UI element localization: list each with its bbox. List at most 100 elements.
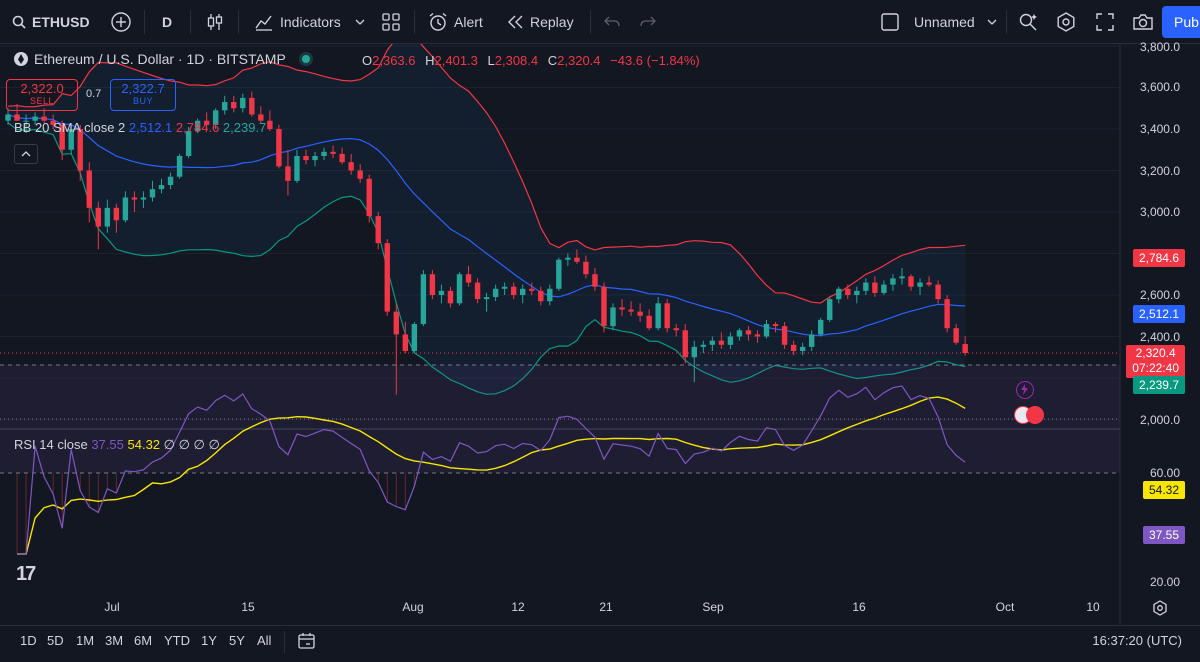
magic-search-icon <box>1019 13 1037 31</box>
publish-button[interactable]: Pub <box>1162 6 1200 38</box>
chart-canvas[interactable] <box>0 44 1200 625</box>
utc-clock[interactable]: 16:37:20 (UTC) <box>1092 633 1182 648</box>
candle-body <box>149 189 156 198</box>
range-1d[interactable]: 1D <box>20 633 37 648</box>
bb-lower-price-tag: 2,239.7 <box>1132 376 1185 394</box>
sell-button[interactable]: 2,322.0 SELL <box>6 79 78 111</box>
bottom-toolbar <box>0 625 1200 662</box>
time-tick: 16 <box>852 600 866 614</box>
economic-event-icon[interactable] <box>1026 406 1044 424</box>
chevron-up-icon <box>21 151 31 157</box>
symbol-search[interactable]: ETHUSD <box>12 0 90 44</box>
candle-body <box>176 155 183 177</box>
bb-upper-line <box>7 44 966 304</box>
replay-button[interactable]: Replay <box>506 0 574 44</box>
undo-button[interactable] <box>604 0 620 44</box>
quick-search-button[interactable] <box>1018 0 1038 44</box>
range-5y[interactable]: 5Y <box>229 633 245 648</box>
chart-type-button[interactable] <box>206 0 224 44</box>
rsi-value-tag: 37.55 <box>1142 526 1185 544</box>
candle-body <box>628 309 634 312</box>
range-1y[interactable]: 1Y <box>201 633 217 648</box>
candle-body <box>447 290 454 304</box>
bb-basis-price-tag: 2,512.1 <box>1132 305 1185 323</box>
templates-button[interactable] <box>382 0 400 44</box>
rsi-value: 37.55 <box>91 437 124 452</box>
candle-body <box>619 307 625 310</box>
last-price-tag: 2,320.4 07:22:40 <box>1126 345 1185 378</box>
divider <box>190 10 191 34</box>
candle-body <box>465 274 472 283</box>
candle-body <box>781 326 788 345</box>
spread-value: 0.7 <box>86 88 102 100</box>
candle-body <box>258 114 264 121</box>
rsi-oversold-fill <box>16 473 415 554</box>
layout-name: Unnamed <box>914 14 975 30</box>
candle-body <box>366 178 372 217</box>
candle-body <box>691 346 697 358</box>
candle-body <box>77 129 83 171</box>
indicators-label: Indicators <box>280 14 341 30</box>
fullscreen-button[interactable] <box>1096 0 1114 44</box>
candle-body <box>790 344 797 352</box>
undo-icon <box>604 16 620 27</box>
candle-body <box>673 328 679 331</box>
alert-button[interactable]: Alert <box>428 0 483 44</box>
candle-body <box>438 290 445 295</box>
interval-button[interactable]: D <box>162 14 173 30</box>
bb-legend[interactable]: BB 20 SMA close 2 2,512.1 2,784.6 2,239.… <box>14 120 266 135</box>
range-all[interactable]: All <box>257 633 272 648</box>
price-tick: 3,200.0 <box>1139 164 1180 178</box>
lightning-icon <box>1021 384 1028 395</box>
time-tick: Aug <box>402 600 424 614</box>
chevron-down-icon <box>987 19 997 25</box>
collapse-legend-button[interactable] <box>14 144 38 164</box>
range-1m[interactable]: 1M <box>76 633 95 648</box>
candle-body <box>158 185 165 190</box>
price-tick: 3,800.0 <box>1139 40 1180 54</box>
candle-body <box>113 207 120 221</box>
candle-body <box>565 257 571 260</box>
divider <box>284 631 285 653</box>
rsi-legend[interactable]: RSI 14 close 37.55 54.32 ∅ ∅ ∅ ∅ <box>14 437 220 453</box>
candle-body <box>474 282 481 300</box>
candles-icon <box>207 14 223 30</box>
redo-button[interactable] <box>640 0 656 44</box>
candle-body <box>429 274 436 295</box>
candle-body <box>285 166 291 181</box>
range-5d[interactable]: 5D <box>47 633 64 648</box>
bb-basis-value: 2,512.1 <box>128 120 173 135</box>
buy-button[interactable]: 2,322.7 BUY <box>110 79 176 111</box>
goto-date-button[interactable] <box>298 632 318 653</box>
candle-body <box>456 274 463 304</box>
candle-body <box>763 324 770 337</box>
candle-body <box>231 102 237 109</box>
divider <box>238 10 239 34</box>
range-3m[interactable]: 3M <box>105 633 124 648</box>
range-6m[interactable]: 6M <box>134 633 153 648</box>
candle-body <box>501 286 508 289</box>
settings-button[interactable] <box>1056 0 1076 44</box>
camera-icon <box>1133 14 1153 30</box>
indicators-button[interactable]: Indicators <box>254 0 365 44</box>
candle-body <box>5 114 11 121</box>
rsi-ma-line <box>17 396 966 555</box>
lightning-event-icon[interactable] <box>1016 381 1034 399</box>
bb-fill <box>8 44 966 395</box>
range-ytd[interactable]: YTD <box>164 633 190 648</box>
candle-body <box>23 120 29 122</box>
ohlc-values: O2,363.6 H2,401.3 L2,308.4 C2,320.4 −43.… <box>362 53 706 68</box>
gear-icon <box>1057 12 1075 32</box>
snapshot-button[interactable] <box>1132 0 1154 44</box>
bb-basis-line <box>7 113 966 337</box>
candle-body <box>194 120 201 132</box>
candle-body <box>68 129 74 150</box>
symbol-legend[interactable]: Ethereum / U.S. Dollar · 1D · BITSTAMP <box>14 51 310 67</box>
candle-body <box>140 197 147 200</box>
candle-body <box>583 261 589 275</box>
candle-body <box>538 290 544 302</box>
layout-button[interactable]: Unnamed <box>880 0 997 44</box>
axis-settings-button[interactable] <box>1152 600 1168 619</box>
compare-button[interactable] <box>110 0 132 44</box>
candle-body <box>709 340 716 345</box>
